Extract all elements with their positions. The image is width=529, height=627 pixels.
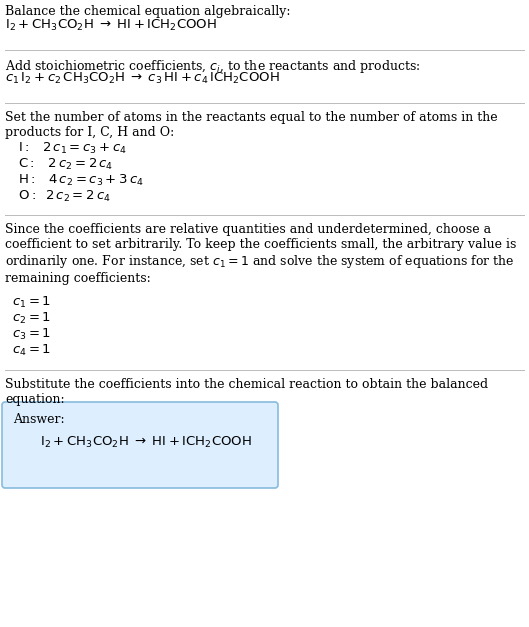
Text: Since the coefficients are relative quantities and underdetermined, choose a
coe: Since the coefficients are relative quan… [5,223,516,285]
Text: Answer:: Answer: [13,413,65,426]
Text: $\mathrm{C:}\;\;\; 2\,c_2 = 2\,c_4$: $\mathrm{C:}\;\;\; 2\,c_2 = 2\,c_4$ [18,157,113,172]
Text: $\mathrm{H:}\;\;\; 4\,c_2 = c_3 + 3\,c_4$: $\mathrm{H:}\;\;\; 4\,c_2 = c_3 + 3\,c_4… [18,173,144,188]
FancyBboxPatch shape [2,402,278,488]
Text: $c_1 = 1$: $c_1 = 1$ [12,295,51,310]
Text: $\mathrm{O:}\;\; 2\,c_2 = 2\,c_4$: $\mathrm{O:}\;\; 2\,c_2 = 2\,c_4$ [18,189,111,204]
Text: Set the number of atoms in the reactants equal to the number of atoms in the
pro: Set the number of atoms in the reactants… [5,111,498,139]
Text: $c_1\,\mathrm{I_2} + c_2\,\mathrm{CH_3CO_2H} \;\rightarrow\; c_3\,\mathrm{HI} + : $c_1\,\mathrm{I_2} + c_2\,\mathrm{CH_3CO… [5,71,280,86]
Text: $\mathrm{I_2 + CH_3CO_2H} \;\rightarrow\; \mathrm{HI + ICH_2COOH}$: $\mathrm{I_2 + CH_3CO_2H} \;\rightarrow\… [40,435,252,450]
Text: Balance the chemical equation algebraically:: Balance the chemical equation algebraica… [5,5,290,18]
Text: $c_3 = 1$: $c_3 = 1$ [12,327,51,342]
Text: $\mathrm{I_2 + CH_3CO_2H} \;\rightarrow\; \mathrm{HI + ICH_2COOH}$: $\mathrm{I_2 + CH_3CO_2H} \;\rightarrow\… [5,18,217,33]
Text: Substitute the coefficients into the chemical reaction to obtain the balanced
eq: Substitute the coefficients into the che… [5,378,488,406]
Text: $c_4 = 1$: $c_4 = 1$ [12,343,51,358]
Text: $c_2 = 1$: $c_2 = 1$ [12,311,51,326]
Text: $\mathrm{I:}\;\;\; 2\,c_1 = c_3 + c_4$: $\mathrm{I:}\;\;\; 2\,c_1 = c_3 + c_4$ [18,141,127,156]
Text: Add stoichiometric coefficients, $c_i$, to the reactants and products:: Add stoichiometric coefficients, $c_i$, … [5,58,421,75]
